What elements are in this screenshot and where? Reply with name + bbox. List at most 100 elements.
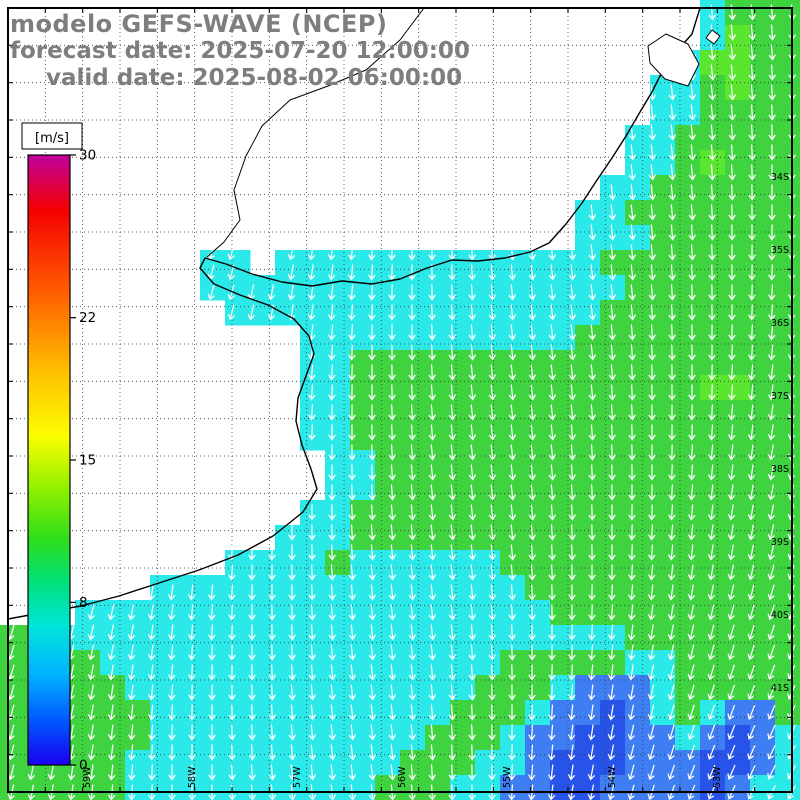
- wave-cell: [775, 125, 800, 151]
- wind-arrow: [288, 644, 296, 661]
- wind-arrow: [468, 604, 476, 621]
- wind-arrow: [747, 664, 756, 681]
- wave-cell: [275, 625, 301, 651]
- wind-arrow: [767, 764, 776, 780]
- wind-arrow: [148, 764, 156, 781]
- wind-arrow: [768, 64, 776, 81]
- wind-arrow: [147, 624, 156, 641]
- wind-arrow: [328, 624, 336, 641]
- wind-arrow: [728, 224, 736, 241]
- wind-arrow: [468, 584, 477, 601]
- longitude-label: 58W: [187, 766, 198, 788]
- wind-arrow: [468, 564, 477, 581]
- wind-arrow: [528, 484, 536, 501]
- wind-arrow: [248, 664, 256, 681]
- wind-arrow: [408, 424, 416, 441]
- wave-cell: [425, 500, 451, 526]
- wind-arrow: [727, 444, 736, 461]
- wind-arrow: [727, 564, 736, 581]
- wind-arrow: [708, 284, 716, 301]
- wind-arrow: [528, 344, 537, 361]
- wind-arrow: [747, 544, 756, 561]
- wind-arrow: [568, 504, 576, 521]
- wave-cell: [675, 675, 701, 701]
- wind-arrow: [228, 684, 236, 701]
- wind-arrow: [628, 224, 637, 241]
- wind-arrow: [308, 364, 316, 381]
- wind-arrow: [388, 524, 396, 541]
- wave-cell: [375, 725, 401, 751]
- wind-arrow: [588, 364, 596, 381]
- wind-arrow: [328, 664, 336, 681]
- wave-cell: [450, 250, 476, 276]
- wind-arrow: [348, 724, 357, 741]
- wind-arrow: [328, 384, 336, 401]
- wave-cell: [550, 700, 576, 726]
- wave-cell: [250, 750, 276, 776]
- wave-cell: [750, 400, 776, 426]
- wind-arrow: [768, 124, 776, 141]
- wave-cell: [425, 675, 451, 701]
- wind-arrow: [708, 244, 716, 261]
- wind-arrow: [728, 324, 736, 341]
- wind-arrow: [627, 644, 636, 661]
- wind-arrow: [368, 444, 376, 461]
- wind-arrow: [548, 624, 556, 641]
- wind-arrow: [528, 664, 536, 681]
- wind-arrow: [708, 424, 716, 441]
- wind-arrow: [448, 484, 457, 501]
- wave-cell: [475, 375, 501, 401]
- wind-arrow: [488, 324, 496, 341]
- wave-cell: [600, 200, 626, 226]
- wave-cell: [375, 750, 401, 776]
- wind-arrow: [627, 664, 636, 681]
- wind-arrow: [468, 504, 477, 521]
- wind-arrow: [628, 204, 637, 221]
- wind-arrow: [548, 344, 557, 361]
- wind-arrow: [308, 624, 316, 641]
- wave-cell: [150, 600, 176, 626]
- wind-arrow: [288, 744, 296, 761]
- wind-arrow: [567, 704, 576, 721]
- wind-arrow: [488, 584, 496, 601]
- wind-arrow: [768, 144, 776, 161]
- wind-arrow: [548, 244, 557, 261]
- wind-arrow: [208, 744, 216, 761]
- wave-cell: [75, 775, 101, 800]
- wind-arrow: [548, 724, 556, 741]
- wind-arrow: [727, 724, 736, 741]
- wind-arrow: [708, 464, 716, 481]
- wind-arrow: [668, 144, 677, 161]
- wind-arrow: [727, 424, 736, 441]
- wind-arrow: [328, 404, 336, 421]
- wind-arrow: [688, 424, 696, 441]
- wave-cell: [400, 300, 426, 326]
- wind-arrow: [628, 504, 636, 521]
- wind-arrow: [528, 524, 536, 541]
- wind-arrow: [448, 264, 456, 281]
- wind-arrow: [428, 664, 437, 681]
- wind-arrow: [647, 724, 655, 741]
- wave-cell: [775, 525, 800, 551]
- wave-cell: [625, 525, 651, 551]
- wind-arrow: [167, 624, 176, 641]
- wind-arrow: [388, 304, 396, 321]
- wave-cell: [600, 650, 626, 676]
- wind-arrow: [727, 484, 736, 501]
- wind-arrow: [608, 284, 617, 301]
- wave-cell: [625, 450, 651, 476]
- wind-arrow: [508, 484, 517, 501]
- wind-arrow: [428, 764, 436, 781]
- wave-cell: [100, 750, 126, 776]
- wind-arrow: [328, 444, 336, 461]
- wind-arrow: [408, 724, 417, 741]
- wind-arrow: [688, 304, 696, 321]
- wave-cell: [625, 650, 651, 676]
- wind-arrow: [747, 704, 756, 720]
- wave-cell: [425, 600, 451, 626]
- wind-arrow: [348, 584, 356, 601]
- wind-arrow: [728, 344, 736, 361]
- wind-arrow: [747, 764, 756, 780]
- wind-arrow: [767, 724, 776, 740]
- wind-arrow: [728, 244, 736, 261]
